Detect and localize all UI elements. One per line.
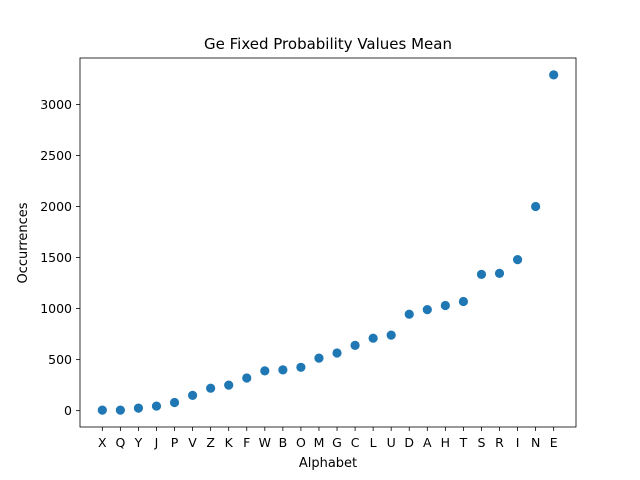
data-point-u <box>386 330 396 340</box>
data-point-c <box>350 340 360 350</box>
data-point-l <box>368 333 378 343</box>
x-tick-label: G <box>332 435 342 450</box>
data-point-p <box>169 397 180 408</box>
data-point-z <box>206 383 216 393</box>
x-tick-label: P <box>171 435 179 450</box>
x-tick-label: X <box>98 435 107 450</box>
x-tick-label: B <box>279 435 288 450</box>
y-tick-label: 1500 <box>40 250 72 265</box>
data-point-t <box>458 296 469 307</box>
x-tick-label: K <box>225 435 234 450</box>
data-point-n <box>531 201 541 212</box>
x-tick-label: V <box>188 435 197 450</box>
x-tick-label: Q <box>115 435 125 450</box>
data-point-k <box>224 380 234 390</box>
x-tick-label: C <box>351 435 360 450</box>
x-axis-label: Alphabet <box>299 456 357 471</box>
y-axis-ticks: 0 500 1000 1500 2000 2500 3000 <box>40 97 80 418</box>
data-point-h <box>440 300 450 311</box>
data-point-x <box>97 405 107 415</box>
data-point-e <box>549 70 559 80</box>
data-point-m <box>314 353 324 363</box>
x-tick-label: Z <box>206 435 215 450</box>
data-point-b <box>278 365 288 375</box>
x-tick-label: U <box>387 435 396 450</box>
data-point-r <box>494 268 505 278</box>
plot-area <box>79 57 577 428</box>
data-point-w <box>260 366 270 376</box>
x-tick-label: H <box>441 435 450 450</box>
data-point-s <box>476 269 487 279</box>
data-point-o <box>296 362 306 372</box>
x-tick-label: L <box>370 435 377 450</box>
x-tick-label: F <box>243 435 250 450</box>
y-tick-label: 2500 <box>40 148 72 163</box>
y-tick-label: 2000 <box>40 199 72 214</box>
y-tick-label: 500 <box>48 352 72 367</box>
x-tick-label: R <box>495 435 504 450</box>
data-point-v <box>187 390 198 400</box>
y-axis-label: Occurrences <box>16 202 31 283</box>
x-tick-label: A <box>423 435 432 450</box>
data-point-j <box>151 401 162 411</box>
data-point-g <box>332 348 342 358</box>
x-tick-label: T <box>459 435 468 450</box>
data-point-a <box>422 305 432 315</box>
data-point-i <box>512 255 523 265</box>
data-point-d <box>404 309 414 319</box>
x-tick-label: E <box>550 435 558 450</box>
y-tick-label: 3000 <box>40 97 72 112</box>
y-tick-label: 0 <box>64 403 72 418</box>
x-tick-label: N <box>531 435 540 450</box>
data-points <box>97 70 559 415</box>
x-tick-label: D <box>404 435 414 450</box>
chart-title: Ge Fixed Probability Values Mean <box>204 35 452 53</box>
x-tick-label: Y <box>134 435 143 450</box>
data-point-f <box>242 373 252 383</box>
x-tick-label: S <box>477 435 485 450</box>
x-tick-label: M <box>314 435 325 450</box>
data-point-q <box>115 405 125 415</box>
y-tick-label: 1000 <box>40 301 72 316</box>
x-tick-label: W <box>259 435 271 450</box>
x-tick-label: I <box>516 435 520 450</box>
data-point-y <box>133 403 144 413</box>
x-tick-label: J <box>154 435 159 450</box>
x-tick-label: O <box>296 435 306 450</box>
